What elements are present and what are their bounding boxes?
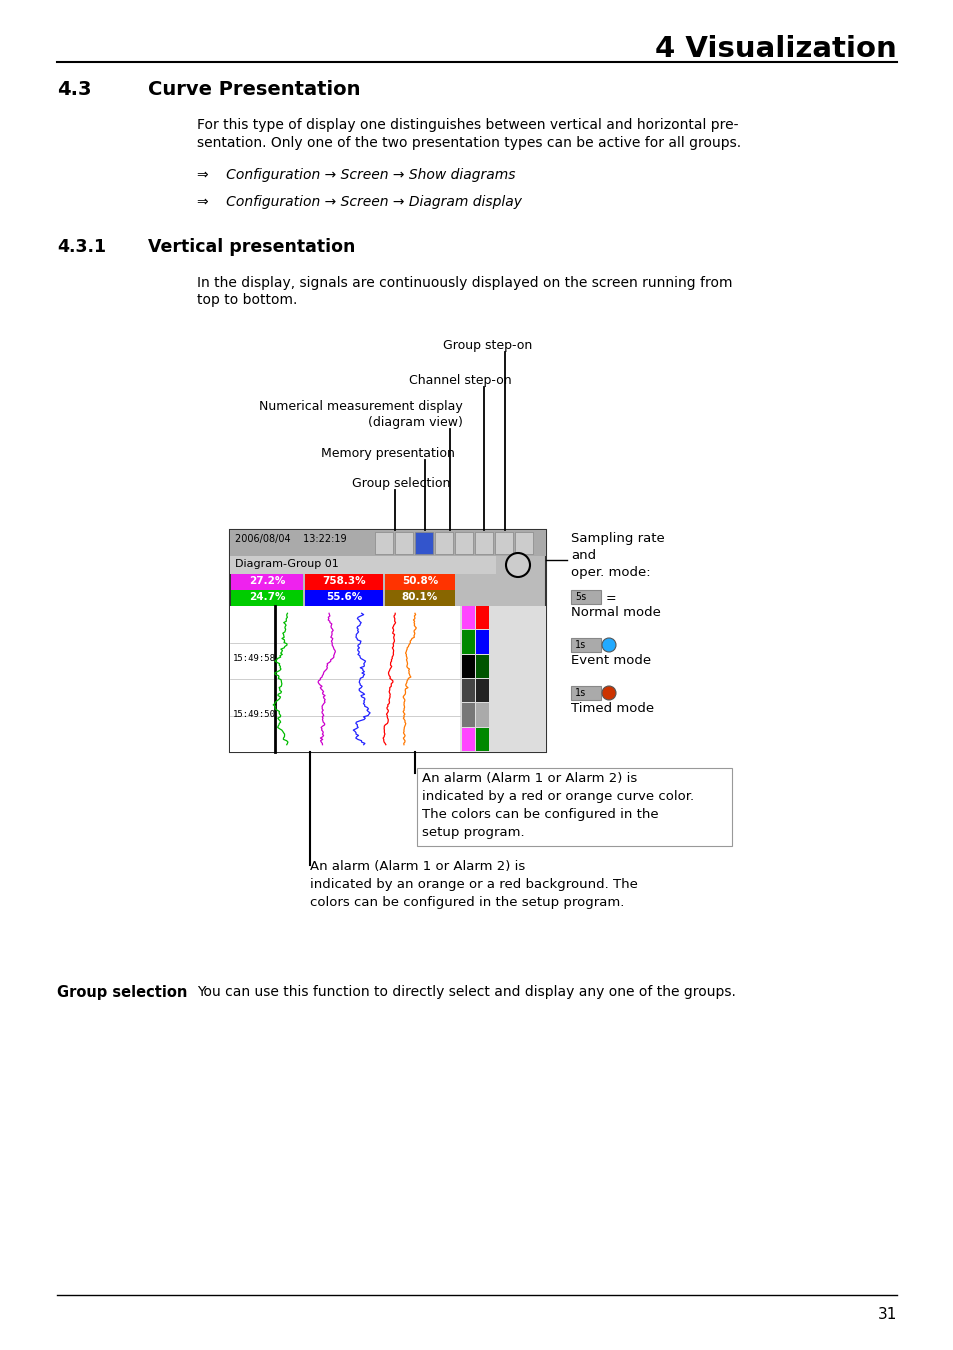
Bar	[230, 531, 545, 556]
Bar	[416, 768, 731, 846]
Text: Group step-on: Group step-on	[442, 339, 532, 352]
Text: 1s: 1s	[575, 640, 586, 649]
Text: 31: 31	[877, 1307, 896, 1322]
Text: Memory presentation: Memory presentation	[321, 447, 455, 460]
Bar	[435, 532, 453, 553]
Bar	[571, 590, 600, 603]
Circle shape	[505, 554, 530, 576]
Text: 80.1%: 80.1%	[401, 593, 437, 602]
Bar	[476, 630, 489, 653]
Bar	[230, 606, 459, 752]
Text: indicated by a red or orange curve color.: indicated by a red or orange curve color…	[421, 790, 694, 803]
Bar	[571, 639, 600, 652]
Bar	[476, 655, 489, 678]
Text: top to bottom.: top to bottom.	[196, 293, 297, 306]
Bar	[495, 532, 513, 553]
Text: 55.6%: 55.6%	[326, 593, 362, 602]
Text: setup program.: setup program.	[421, 826, 524, 838]
Text: Curve Presentation: Curve Presentation	[148, 80, 360, 99]
Text: Sampling rate: Sampling rate	[571, 532, 664, 545]
Text: =: =	[605, 593, 616, 605]
Bar	[461, 703, 475, 726]
Bar	[230, 531, 545, 752]
Text: Group selection: Group selection	[352, 477, 450, 490]
Bar	[305, 590, 382, 606]
Text: and: and	[571, 549, 596, 562]
Text: oper. mode:: oper. mode:	[571, 566, 650, 579]
Bar	[385, 590, 455, 606]
Bar	[461, 630, 475, 653]
Text: 50.8%: 50.8%	[401, 576, 437, 586]
Text: ⇒    Configuration → Screen → Diagram display: ⇒ Configuration → Screen → Diagram displ…	[196, 194, 521, 209]
Text: Diagram-Group 01: Diagram-Group 01	[234, 559, 338, 568]
Text: 4 Visualization: 4 Visualization	[655, 35, 896, 63]
Bar	[305, 574, 382, 590]
Text: ⇒    Configuration → Screen → Show diagrams: ⇒ Configuration → Screen → Show diagrams	[196, 167, 515, 182]
Text: Normal mode: Normal mode	[571, 606, 660, 620]
Bar	[476, 703, 489, 726]
Bar	[385, 574, 455, 590]
Circle shape	[601, 639, 616, 652]
Text: In the display, signals are continuously displayed on the screen running from: In the display, signals are continuously…	[196, 275, 732, 290]
Text: 758.3%: 758.3%	[322, 576, 365, 586]
Bar	[476, 728, 489, 751]
Text: An alarm (Alarm 1 or Alarm 2) is: An alarm (Alarm 1 or Alarm 2) is	[421, 772, 637, 784]
Text: 2006/08/04    13:22:19: 2006/08/04 13:22:19	[234, 535, 346, 544]
Bar	[461, 679, 475, 702]
Text: 24.7%: 24.7%	[249, 593, 285, 602]
Text: 4.3.1: 4.3.1	[57, 238, 106, 256]
Bar	[230, 556, 496, 574]
Text: You can use this function to directly select and display any one of the groups.: You can use this function to directly se…	[196, 986, 735, 999]
Text: Timed mode: Timed mode	[571, 702, 654, 716]
Text: Group selection: Group selection	[57, 986, 187, 1000]
Text: sentation. Only one of the two presentation types can be active for all groups.: sentation. Only one of the two presentat…	[196, 136, 740, 150]
Text: 4.3: 4.3	[57, 80, 91, 99]
Bar	[475, 532, 493, 553]
Text: =: =	[605, 640, 616, 653]
Bar	[375, 532, 393, 553]
Text: An alarm (Alarm 1 or Alarm 2) is: An alarm (Alarm 1 or Alarm 2) is	[310, 860, 525, 873]
Bar	[515, 532, 533, 553]
Text: indicated by an orange or a red background. The: indicated by an orange or a red backgrou…	[310, 878, 638, 891]
Text: Numerical measurement display: Numerical measurement display	[259, 400, 462, 413]
Bar	[231, 590, 303, 606]
Text: Event mode: Event mode	[571, 653, 651, 667]
Bar	[231, 574, 303, 590]
Text: 1s: 1s	[512, 560, 523, 570]
Bar	[571, 686, 600, 701]
Bar	[461, 728, 475, 751]
Bar	[461, 606, 475, 629]
Text: For this type of display one distinguishes between vertical and horizontal pre-: For this type of display one distinguish…	[196, 117, 738, 132]
Text: Vertical presentation: Vertical presentation	[148, 238, 355, 256]
Bar	[395, 532, 413, 553]
Bar	[476, 606, 489, 629]
Text: colors can be configured in the setup program.: colors can be configured in the setup pr…	[310, 896, 623, 909]
Text: Channel step-on: Channel step-on	[409, 374, 512, 387]
Bar	[455, 532, 473, 553]
Bar	[461, 655, 475, 678]
Text: (diagram view): (diagram view)	[368, 416, 462, 429]
Text: 1s: 1s	[575, 688, 586, 698]
Text: =: =	[605, 688, 616, 701]
Text: 5s: 5s	[575, 593, 586, 602]
Text: The colors can be configured in the: The colors can be configured in the	[421, 809, 658, 821]
Text: 15:49:50: 15:49:50	[233, 710, 275, 718]
Bar	[459, 606, 545, 752]
Text: 15:49:58: 15:49:58	[233, 653, 275, 663]
Bar	[476, 679, 489, 702]
Text: 27.2%: 27.2%	[249, 576, 285, 586]
Circle shape	[601, 686, 616, 701]
Bar	[415, 532, 433, 553]
